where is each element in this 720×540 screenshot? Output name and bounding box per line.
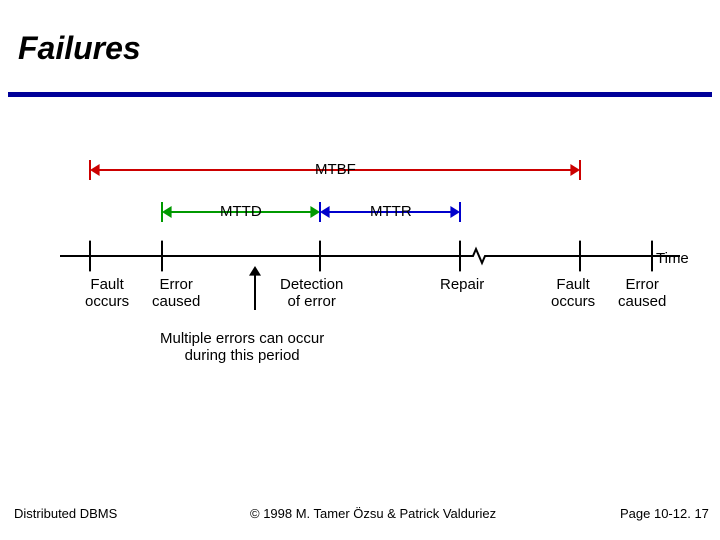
label-fault2: Faultoccurs	[551, 276, 595, 311]
label-time: Time	[656, 250, 689, 267]
title-rule	[8, 92, 712, 97]
footer-left: Distributed DBMS	[14, 506, 117, 521]
footer-right: Page 10-12. 17	[620, 506, 709, 521]
label-multi: Multiple errors can occurduring this per…	[160, 330, 324, 365]
label-detect: Detectionof error	[280, 276, 343, 311]
label-fault1: Faultoccurs	[85, 276, 129, 311]
page-title: Failures	[18, 30, 141, 67]
footer-center: © 1998 M. Tamer Özsu & Patrick Valduriez	[250, 506, 496, 521]
svg-text:MTTD: MTTD	[220, 203, 262, 220]
label-repair: Repair	[440, 276, 484, 293]
label-error1: Errorcaused	[152, 276, 200, 311]
svg-text:MTBF: MTBF	[315, 161, 356, 178]
label-error2: Errorcaused	[618, 276, 666, 311]
svg-text:MTTR: MTTR	[370, 203, 412, 220]
